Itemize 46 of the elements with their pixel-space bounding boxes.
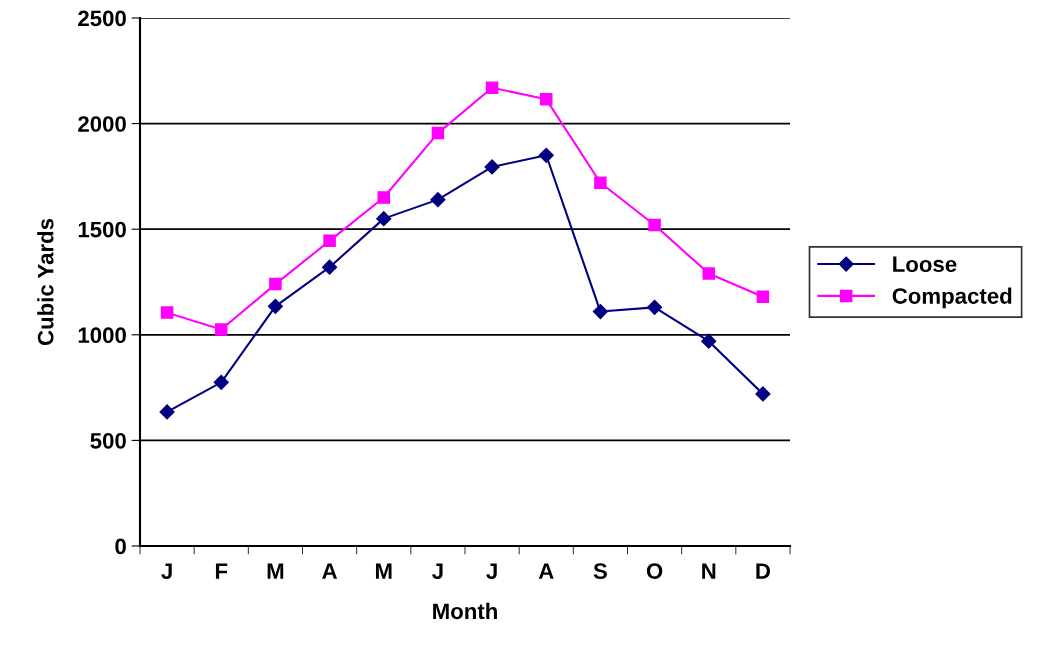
point	[484, 159, 500, 175]
point	[755, 386, 771, 402]
x-tick-label: J	[161, 563, 172, 579]
point	[213, 374, 229, 390]
point	[485, 81, 499, 94]
point	[539, 93, 553, 106]
x-tick-label: F	[215, 563, 228, 579]
point	[592, 303, 608, 320]
y-axis-title: Cubic Yards	[37, 218, 54, 346]
y-tick-label: 500	[90, 432, 126, 449]
x-tick-label: S	[593, 563, 607, 579]
point	[648, 218, 661, 232]
point	[214, 323, 228, 336]
point	[269, 277, 282, 291]
point	[701, 333, 717, 349]
point	[756, 290, 770, 304]
y-tick-label: 1000	[78, 327, 126, 344]
x-tick-label: M	[267, 563, 284, 579]
x-tick-label: J	[486, 563, 497, 579]
point	[594, 176, 607, 189]
y-tick-label: 2500	[78, 10, 126, 27]
x-tick-label: J	[432, 563, 443, 579]
x-tick-label: O	[646, 563, 663, 579]
point	[431, 126, 445, 140]
y-tick-label: 2000	[78, 116, 126, 132]
point	[430, 192, 446, 208]
x-tick-label: M	[375, 563, 392, 579]
x-tick-label: D	[756, 563, 771, 579]
point	[702, 267, 716, 280]
y-tick-label: 1500	[78, 221, 126, 238]
y-tick-label: 0	[115, 538, 126, 555]
x-tick-label: A	[538, 563, 554, 579]
point	[647, 299, 663, 315]
legend-label: Loose	[893, 256, 957, 273]
point	[323, 234, 336, 248]
point	[267, 298, 283, 314]
x-axis-title: Month	[433, 602, 497, 620]
point	[538, 147, 554, 163]
x-tick-label: A	[322, 563, 338, 579]
point	[377, 191, 391, 204]
point	[159, 404, 175, 420]
x-tick-label: N	[702, 563, 716, 579]
legend-label: Compacted	[892, 287, 1012, 309]
point	[376, 211, 392, 227]
point	[160, 306, 174, 319]
point	[322, 259, 338, 275]
